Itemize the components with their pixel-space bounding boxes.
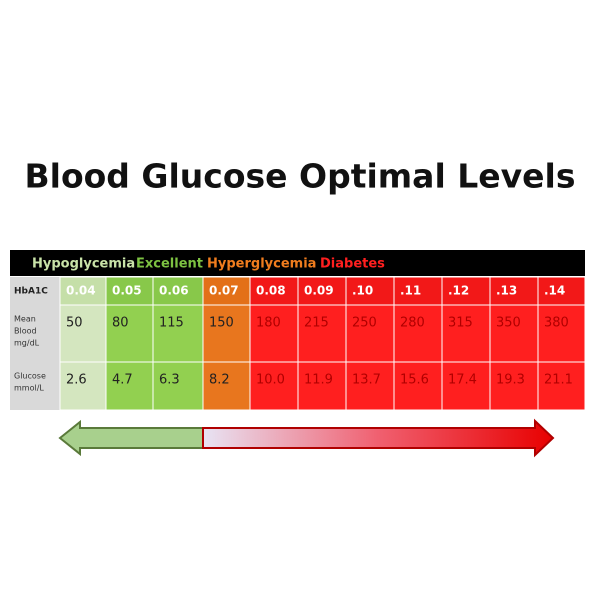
cell-value: 280 [400,316,425,331]
cell-value: 11.9 [304,373,333,388]
cell [59,361,107,411]
range-arrow [58,418,555,458]
cell-value: 19.3 [496,373,525,388]
title: Blood Glucose Optimal Levels [24,157,575,196]
cell-value: 17.4 [448,373,477,388]
header-value: .10 [352,284,373,298]
cell-value: 150 [209,316,234,331]
cell-value: 4.7 [112,373,133,388]
row-label: Mean [14,315,36,324]
cell [297,304,347,363]
header-cell [345,276,395,306]
cell [249,304,299,363]
cell [345,361,395,411]
legend-band [10,250,585,276]
cell-value: 50 [66,316,83,331]
cell [202,304,251,363]
cell [489,361,539,411]
cell-value: 8.2 [209,373,230,388]
header-value: 0.09 [304,284,334,298]
header-value: 0.04 [66,284,96,298]
cell-value: 315 [448,316,473,331]
cell [152,304,204,363]
cell-value: 380 [544,316,569,331]
cell [297,361,347,411]
header-value: 0.06 [159,284,189,298]
header-value: .11 [400,284,421,298]
cell [345,304,395,363]
header-value: .14 [544,284,565,298]
header-value: .12 [448,284,469,298]
row-label: HbA1C [14,287,48,297]
label-column [10,277,60,410]
cell [105,304,154,363]
legend-label: Excellent [136,257,203,272]
cell-value: 6.3 [159,373,180,388]
cell-value: 180 [256,316,281,331]
header-value: 0.07 [209,284,239,298]
cell-value: 13.7 [352,373,381,388]
cell [152,361,204,411]
cell-value: 10.0 [256,373,285,388]
row-label: Blood [14,327,37,336]
cell-value: 215 [304,316,329,331]
cell [59,304,107,363]
header-value: .13 [496,284,517,298]
header-cell [489,276,539,306]
cell [489,304,539,363]
header-value: 0.08 [256,284,286,298]
cell [105,361,154,411]
row-label: mmol/L [14,384,44,393]
header-cell [297,276,347,306]
cell-value: 21.1 [544,373,573,388]
cell-value: 350 [496,316,521,331]
cell [441,304,491,363]
cell-value: 2.6 [66,373,87,388]
cell-value: 250 [352,316,377,331]
header-cell [249,276,299,306]
cell-value: 115 [159,316,184,331]
header-value: 0.05 [112,284,142,298]
cell-value: 80 [112,316,129,331]
legend-label: Diabetes [320,257,385,272]
cell [537,304,586,363]
header-cell [393,276,443,306]
cell [537,361,586,411]
legend-label: Hypoglycemia [32,257,135,272]
row-label: Glucose [14,372,46,381]
row-label: mg/dL [14,339,40,348]
cell-value: 15.6 [400,373,429,388]
legend-label: Hyperglycemia [207,257,316,272]
cell [393,304,443,363]
